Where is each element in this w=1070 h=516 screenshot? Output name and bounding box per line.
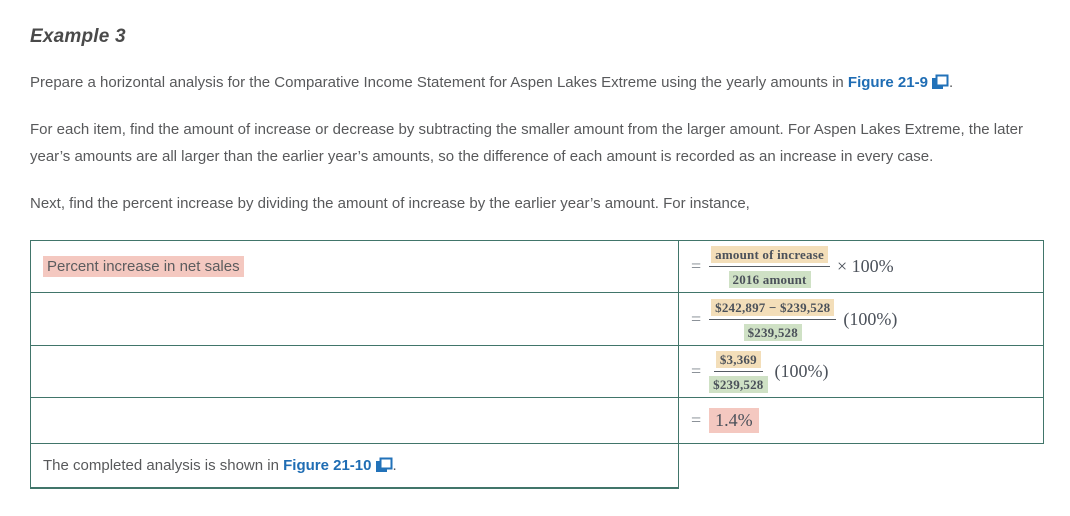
formula-3: = $3,369 $239,528 (100%) xyxy=(691,349,829,394)
formula-result: = 1.4% xyxy=(691,408,759,433)
intro-text-post: . xyxy=(948,74,954,91)
figure-21-9-link[interactable]: Figure 21-9 xyxy=(848,74,949,91)
method-paragraph: For each item, find the amount of increa… xyxy=(30,121,1023,165)
fraction-denominator: $239,528 xyxy=(709,376,768,393)
fraction-numerator: amount of increase xyxy=(711,246,828,263)
label-cell: Percent increase in net sales xyxy=(31,241,679,293)
formula-1: = amount of increase 2016 amount × 100% xyxy=(691,244,894,289)
equals-sign: = xyxy=(691,361,702,381)
blank-area xyxy=(679,444,1044,489)
fraction-denominator: $239,528 xyxy=(743,323,802,341)
result-value: 1.4% xyxy=(709,408,759,433)
fraction: amount of increase 2016 amount xyxy=(709,244,830,289)
fraction-numerator: $242,897 − $239,528 xyxy=(711,298,835,316)
equals-sign: = xyxy=(691,410,702,430)
popup-window-icon[interactable] xyxy=(931,74,949,90)
formula-cell-2: = $242,897 − $239,528 $239,528 (100%) xyxy=(679,293,1044,346)
formula-2: = $242,897 − $239,528 $239,528 (100%) xyxy=(691,297,897,342)
intro-text-pre: Prepare a horizontal analysis for the Co… xyxy=(30,74,848,91)
percent-paragraph: Next, find the percent increase by divid… xyxy=(30,195,750,212)
fraction: $3,369 $239,528 xyxy=(709,349,768,394)
fraction-denominator: 2016 amount xyxy=(728,271,811,288)
empty-cell xyxy=(31,293,679,346)
equals-sign: = xyxy=(691,308,702,329)
figure-21-10-link[interactable]: Figure 21-10 xyxy=(283,457,392,474)
formula-suffix: × 100% xyxy=(836,256,894,276)
formula-suffix: (100%) xyxy=(774,361,829,381)
horizontal-analysis-table: Percent increase in net sales = amount o… xyxy=(30,240,1044,489)
formula-suffix: (100%) xyxy=(843,308,898,329)
footer-cell: The completed analysis is shown in Figur… xyxy=(31,444,679,489)
formula-cell-3: = $3,369 $239,528 (100%) xyxy=(679,346,1044,398)
intro-paragraph: Prepare a horizontal analysis for the Co… xyxy=(30,69,1042,96)
empty-cell xyxy=(31,346,679,398)
popup-window-icon[interactable] xyxy=(375,457,393,473)
percent-increase-label: Percent increase in net sales xyxy=(43,256,244,277)
footer-text: The completed analysis is shown in Figur… xyxy=(43,457,397,474)
fraction-numerator: $3,369 xyxy=(715,351,761,368)
result-cell: = 1.4% xyxy=(679,398,1044,444)
fraction: $242,897 − $239,528 $239,528 xyxy=(709,297,837,342)
formula-cell-1: = amount of increase 2016 amount × 100% xyxy=(679,241,1044,293)
page-title: Example 3 xyxy=(30,26,126,47)
empty-cell xyxy=(31,398,679,444)
equals-sign: = xyxy=(691,256,702,276)
document-page: Example 3 Prepare a horizontal analysis … xyxy=(30,26,1044,489)
